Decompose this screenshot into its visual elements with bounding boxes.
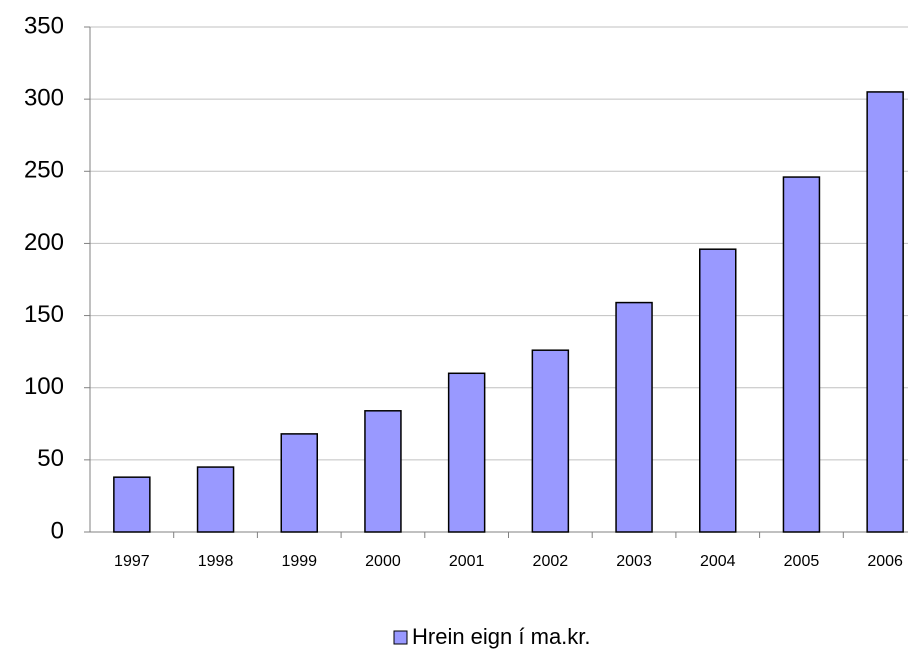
x-tick-label: 2000	[365, 553, 401, 570]
x-tick-label: 1998	[198, 553, 234, 570]
bar	[113, 476, 151, 533]
x-tick-label: 2003	[616, 553, 652, 570]
y-tick-label: 300	[24, 84, 64, 111]
y-tick-label: 100	[24, 373, 64, 400]
x-tick-label: 2001	[449, 553, 485, 570]
x-tick-label: 1997	[114, 553, 150, 570]
bar	[782, 176, 821, 533]
y-tick-label: 50	[37, 445, 64, 472]
y-tick-label: 200	[24, 229, 64, 256]
bar	[866, 91, 904, 533]
bar	[364, 410, 402, 533]
x-tick-label: 2002	[533, 553, 569, 570]
y-tick-label: 0	[51, 517, 64, 544]
y-tick-label: 350	[24, 12, 64, 39]
bar	[280, 433, 318, 533]
x-tick-label: 2004	[700, 553, 736, 570]
x-tick-label: 1999	[281, 553, 317, 570]
bar	[615, 301, 653, 533]
bar	[196, 466, 235, 533]
y-tick-label: 150	[24, 301, 64, 328]
bar	[447, 372, 486, 533]
x-tick-label: 2005	[784, 553, 820, 570]
bar	[531, 349, 570, 533]
bar	[699, 248, 737, 533]
legend-swatch	[393, 630, 408, 645]
legend-label: Hrein eign í ma.kr.	[412, 624, 591, 649]
x-tick-label: 2006	[867, 553, 903, 570]
y-tick-label: 250	[24, 157, 64, 184]
